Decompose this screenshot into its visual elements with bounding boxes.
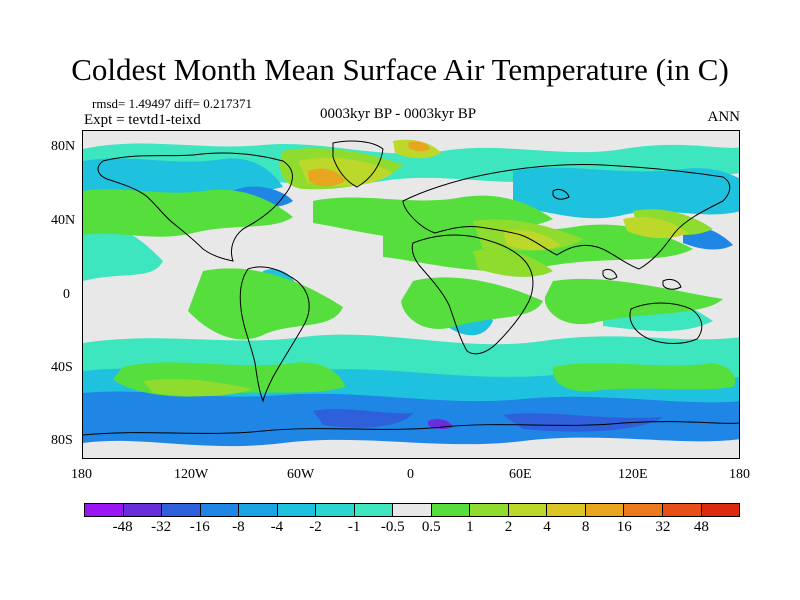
colorbar-label: 0.5 [421, 519, 441, 535]
colorbar-box [162, 503, 201, 517]
lon-label-60e: 60E [509, 467, 532, 482]
plot-title: Coldest Month Mean Surface Air Temperatu… [71, 52, 729, 87]
lon-label-0: 0 [407, 467, 414, 482]
fill-olive-regions [298, 139, 688, 251]
lon-label-120e: 120E [618, 467, 648, 482]
colorbar-label: 16 [616, 519, 632, 535]
colorbar-box [508, 503, 548, 517]
lat-label-0: 0 [63, 287, 70, 302]
map-canvas [83, 139, 739, 447]
lon-label-180w: 180 [71, 467, 92, 482]
coastlines [83, 140, 739, 436]
colorbar-label: 32 [655, 519, 671, 535]
fill-darkblue-regions [313, 409, 663, 432]
colorbar-box [316, 503, 355, 517]
colorbar-box [470, 503, 509, 517]
colorbar-label: 2 [504, 519, 513, 535]
temperature-map [82, 130, 740, 459]
lat-label-40n: 40N [51, 213, 76, 228]
lat-label-40s: 40S [51, 360, 73, 375]
colorbar-box [393, 503, 432, 517]
colorbar-label: 8 [581, 519, 590, 535]
colorbar-box [200, 503, 240, 517]
colorbar-label: 48 [693, 519, 709, 535]
colorbar-label: 1 [466, 519, 474, 535]
colorbar-box [123, 503, 163, 517]
colorbar-label: -16 [189, 519, 210, 535]
colorbar-box [354, 503, 394, 517]
lon-label-120w: 120W [174, 467, 209, 482]
colorbar-label: -1 [347, 519, 361, 535]
colorbar-label: -32 [151, 519, 172, 535]
colorbar-box [624, 503, 663, 517]
lat-label-80s: 80S [51, 433, 73, 448]
colorbar-label: -4 [270, 519, 284, 535]
colorbar-box [277, 503, 317, 517]
colorbar-box [84, 503, 124, 517]
lat-label-80n: 80N [51, 139, 76, 154]
experiment-label: Expt = tevtd1-teixd [84, 112, 201, 128]
colorbar-box [431, 503, 471, 517]
season-label: ANN [707, 109, 741, 125]
colorbar-label: -48 [112, 519, 133, 535]
colorbar-label: -0.5 [380, 519, 405, 535]
colorbar-box [701, 503, 741, 517]
fill-orange-regions [308, 141, 430, 187]
period-label: 0003kyr BP - 0003kyr BP [320, 106, 477, 122]
colorbar-label: 4 [543, 519, 551, 535]
colorbar [84, 503, 741, 517]
colorbar-box [547, 503, 586, 517]
lon-label-180e: 180 [729, 467, 750, 482]
stats-text: rmsd= 1.49497 diff= 0.217371 [92, 96, 252, 111]
colorbar-box [585, 503, 625, 517]
colorbar-box [662, 503, 702, 517]
colorbar-label: -2 [309, 519, 322, 535]
lon-label-60w: 60W [287, 467, 315, 482]
colorbar-box [239, 503, 278, 517]
colorbar-label: -8 [232, 519, 245, 535]
